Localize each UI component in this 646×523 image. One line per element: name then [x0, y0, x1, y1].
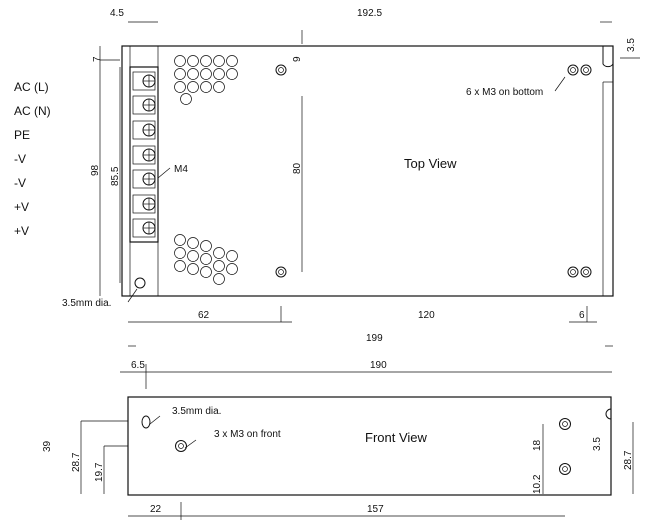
terminal-label: +V	[14, 224, 29, 238]
mount-hole-icon	[567, 64, 592, 76]
dim-bottom-120: 120	[418, 310, 435, 321]
terminal-label: -V	[14, 152, 26, 166]
mount-hole-3-5-icon	[134, 277, 146, 289]
terminal-label: -V	[14, 176, 26, 190]
terminal-screw-icon	[132, 120, 156, 140]
hole-3-5-icon	[141, 415, 151, 429]
dim-width-190: 190	[370, 360, 387, 371]
dim-right-10-2: 10.2	[532, 474, 543, 494]
mount-hole-icon	[559, 418, 571, 430]
terminal-screw-icon	[132, 218, 156, 238]
mount-hole-icon	[559, 463, 571, 475]
mount-hole-icon	[275, 64, 287, 76]
top-view-title: Top View	[404, 156, 457, 171]
dim-left-offset: 4.5	[110, 8, 124, 19]
terminal-label: AC (L)	[14, 80, 49, 94]
dim-height-terminals: 85.5	[110, 166, 121, 186]
dim-bottom-6: 6	[579, 310, 585, 321]
dim-left-6-5: 6.5	[131, 360, 145, 371]
mount-hole-icon	[567, 266, 592, 278]
dim-left-28-7: 28.7	[71, 452, 82, 472]
dim-right-28-7: 28.7	[623, 450, 634, 470]
mount-hole-icon	[275, 266, 287, 278]
dim-bottom-22: 22	[150, 504, 162, 515]
terminal-label: AC (N)	[14, 104, 51, 118]
terminal-screw-icon	[132, 95, 156, 115]
front-mount-note: 3 x M3 on front	[214, 429, 281, 440]
dim-right-3-5: 3.5	[592, 437, 603, 451]
top-view-case	[121, 45, 614, 297]
dim-upper-hole: 9	[292, 56, 303, 62]
dim-bottom-157: 157	[367, 504, 384, 515]
terminal-screw-icon	[132, 71, 156, 91]
mount-note: 6 x M3 on bottom	[466, 87, 543, 98]
dim-right-18: 18	[532, 439, 543, 451]
dim-bottom-62: 62	[198, 310, 210, 321]
vent-holes-bottom	[174, 234, 238, 285]
front-hole-note: 3.5mm dia.	[172, 406, 221, 417]
dim-height-39: 39	[42, 440, 53, 452]
front-view: Front View 3.5mm dia. 3 x M3 on front 6.…	[42, 360, 634, 520]
front-view-title: Front View	[365, 430, 428, 445]
top-view: AC (L) AC (N) PE -V -V +V +V Top View M4…	[14, 8, 640, 347]
terminal-screw-icon	[132, 194, 156, 214]
terminal-label: +V	[14, 200, 29, 214]
mount-hole-icon	[175, 440, 187, 452]
dim-hole-spacing: 80	[292, 162, 303, 174]
terminal-block	[129, 66, 159, 243]
terminal-screws	[132, 71, 156, 238]
dim-overall-width: 192.5	[357, 8, 382, 19]
terminal-label: PE	[14, 128, 30, 142]
terminal-screw-icon	[132, 145, 156, 165]
hole-note: 3.5mm dia.	[62, 298, 111, 309]
front-notch	[605, 408, 612, 420]
vent-holes-top	[174, 55, 238, 105]
dim-overall-199: 199	[366, 333, 383, 344]
terminal-screw-icon	[132, 169, 156, 189]
dim-right-hole: 3.5	[626, 38, 637, 52]
front-view-case	[127, 396, 612, 496]
terminal-screw-label: M4	[174, 164, 188, 175]
dim-top-gap: 7	[92, 56, 103, 62]
dim-height-total: 98	[90, 164, 101, 176]
corner-notch	[602, 46, 614, 68]
dim-left-19-7: 19.7	[94, 462, 105, 482]
